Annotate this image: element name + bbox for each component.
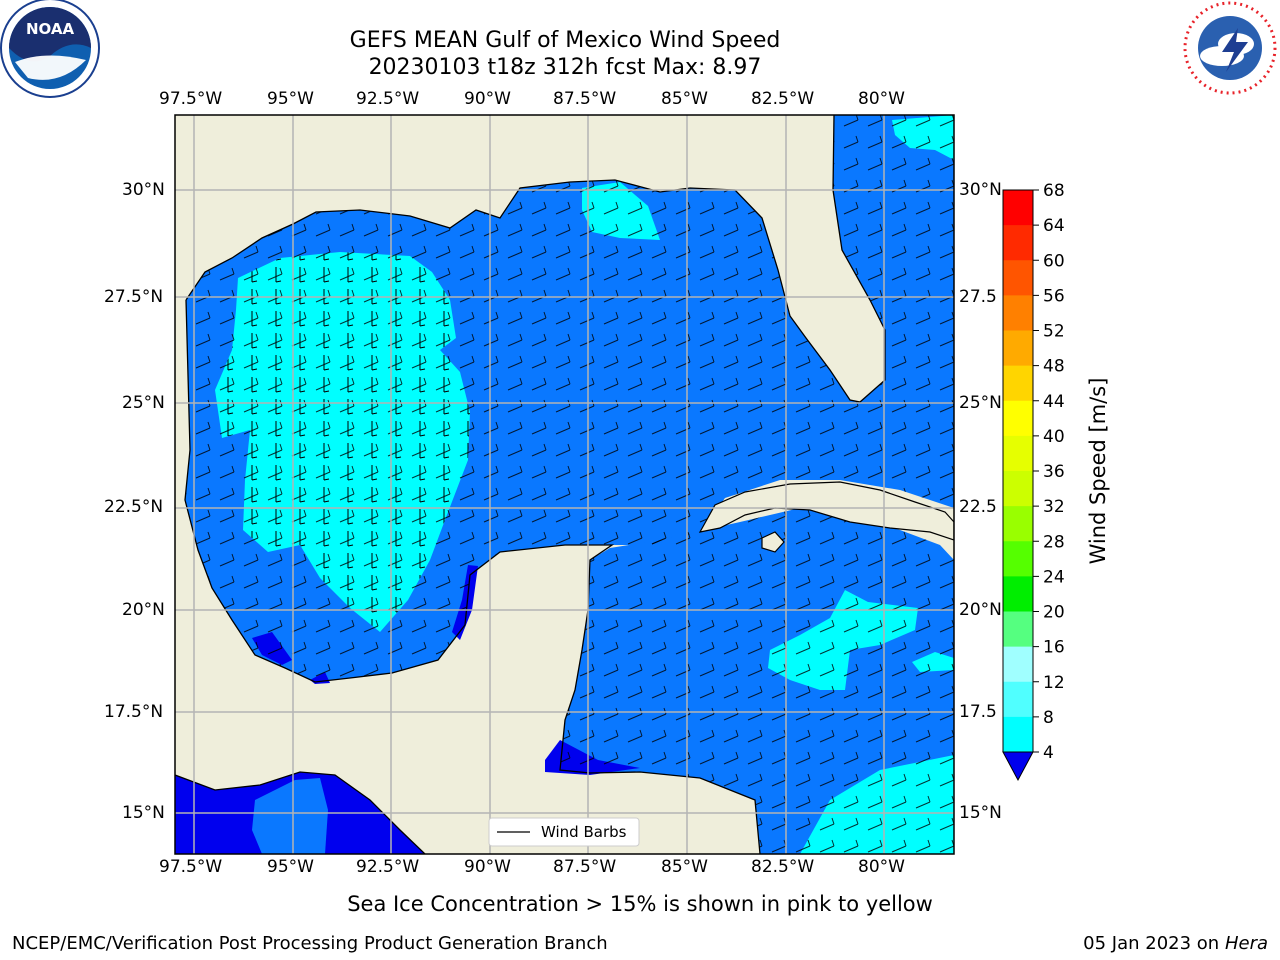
lon-tick-bottom-1: 97.5°W xyxy=(159,857,223,877)
colorbar-tick-label: 60 xyxy=(1043,251,1065,271)
chart-title-line1: GEFS MEAN Gulf of Mexico Wind Speed xyxy=(349,28,781,53)
lon-tick-top-2: 95°W xyxy=(267,89,314,109)
lat-tick-right-3: 25°N xyxy=(959,393,1002,413)
lat-tick-left-3: 25°N xyxy=(122,393,165,413)
colorbar-tick-label: 28 xyxy=(1043,532,1065,552)
pacific-inner xyxy=(252,778,328,854)
footer-host: Hera xyxy=(1224,933,1268,954)
colorbar-tick-label: 32 xyxy=(1043,497,1065,517)
lon-tick-bottom-6: 85°W xyxy=(661,857,708,877)
lat-tick-left-6: 17.5°N xyxy=(104,702,164,722)
colorbar-band xyxy=(1003,611,1033,648)
colorbar-tick-label: 68 xyxy=(1043,181,1065,201)
colorbar-band xyxy=(1003,365,1033,402)
colorbar-band xyxy=(1003,330,1033,367)
colorbar-band xyxy=(1003,435,1033,472)
noaa-logo: NOAA xyxy=(0,0,100,98)
sea-ice-note: Sea Ice Concentration > 15% is shown in … xyxy=(347,892,933,916)
lat-tick-left-7: 15°N xyxy=(122,803,165,823)
footer-credit: NCEP/EMC/Verification Post Processing Pr… xyxy=(12,933,608,954)
colorbar-tick-label: 20 xyxy=(1043,603,1065,623)
colorbar-tick-label: 16 xyxy=(1043,638,1065,658)
colorbar-tick-label: 64 xyxy=(1043,216,1065,236)
lon-tick-top-3: 92.5°W xyxy=(356,89,420,109)
lon-tick-bottom-7: 82.5°W xyxy=(751,857,815,877)
colorbar-band xyxy=(1003,541,1033,577)
colorbar-band xyxy=(1003,260,1033,296)
lat-tick-left-1: 30°N xyxy=(122,180,165,200)
colorbar-tick-label: 4 xyxy=(1043,743,1054,763)
colorbar-tick-label: 52 xyxy=(1043,322,1065,342)
wind-barbs-caribbean xyxy=(560,508,954,854)
colorbar-band xyxy=(1003,506,1033,542)
colorbar-extend-under xyxy=(1002,751,1034,782)
lat-tick-right-7: 15°N xyxy=(959,803,1002,823)
wind-barbs-western xyxy=(215,252,470,632)
lat-tick-right-5: 20°N xyxy=(959,600,1002,620)
lat-tick-right-4: 22.5 xyxy=(959,497,997,517)
map-frame xyxy=(174,114,955,855)
lon-tick-bottom-4: 90°W xyxy=(464,857,511,877)
colorbar-band xyxy=(1003,471,1033,507)
colorbar-band xyxy=(1003,576,1033,612)
colorbar-band xyxy=(1003,295,1033,331)
lat-tick-right-1: 30°N xyxy=(959,180,1002,200)
colorbar-label: Wind Speed [m/s] xyxy=(1086,377,1110,565)
colorbar-band xyxy=(1003,646,1033,683)
lat-tick-right-6: 17.5 xyxy=(959,702,997,722)
lon-tick-bottom-8: 80°W xyxy=(858,857,905,877)
pacific-coastline xyxy=(175,771,426,854)
lon-tick-top-1: 97.5°W xyxy=(159,89,223,109)
colorbar-tick-label: 24 xyxy=(1043,567,1065,587)
wind-barbs-legend: Wind Barbs xyxy=(488,817,640,847)
colorbar-band xyxy=(1003,400,1033,437)
lon-tick-bottom-3: 92.5°W xyxy=(356,857,420,877)
colorbar-band xyxy=(1003,716,1033,753)
colorbar-tick-label: 56 xyxy=(1043,286,1065,306)
colorbar-tick-label: 44 xyxy=(1043,392,1065,412)
lat-tick-right-2: 27.5 xyxy=(959,287,997,307)
lon-tick-top-6: 85°W xyxy=(661,89,708,109)
colorbar: 68 64 60 56 52 48 44 40 36 32 28 24 20 16 12 8 4 xyxy=(1002,181,1065,782)
colorbar-band xyxy=(1003,681,1033,718)
lon-tick-bottom-2: 95°W xyxy=(267,857,314,877)
colorbar-tick-label: 8 xyxy=(1043,708,1054,728)
map-grid xyxy=(175,115,954,854)
chart-title-line2: 20230103 t18z 312h fcst Max: 8.97 xyxy=(368,55,762,80)
mexico-coastline xyxy=(184,299,761,854)
lat-tick-left-5: 20°N xyxy=(122,600,165,620)
lat-tick-left-4: 22.5°N xyxy=(104,497,164,517)
colorbar-tick-label: 36 xyxy=(1043,462,1065,482)
footer-timestamp: 05 Jan 2023 on Hera xyxy=(1083,933,1268,955)
lon-tick-top-8: 80°W xyxy=(858,89,905,109)
colorbar-band xyxy=(1003,225,1033,261)
colorbar-band xyxy=(1003,190,1033,226)
nws-logo xyxy=(1183,1,1277,95)
legend-label: Wind Barbs xyxy=(541,823,627,841)
isle-of-youth xyxy=(761,531,785,553)
colorbar-tick-label: 48 xyxy=(1043,357,1065,377)
lat-tick-left-2: 27.5°N xyxy=(104,287,164,307)
lon-tick-bottom-5: 87.5°W xyxy=(553,857,617,877)
lon-tick-top-4: 90°W xyxy=(464,89,511,109)
cuba-island xyxy=(698,481,954,541)
colorbar-tick-label: 40 xyxy=(1043,427,1065,447)
noaa-logo-text: NOAA xyxy=(26,20,75,38)
lon-tick-top-5: 87.5°W xyxy=(553,89,617,109)
footer-date: 05 Jan 2023 on xyxy=(1083,933,1225,954)
lon-tick-top-7: 82.5°W xyxy=(751,89,815,109)
colorbar-tick-label: 12 xyxy=(1043,673,1065,693)
